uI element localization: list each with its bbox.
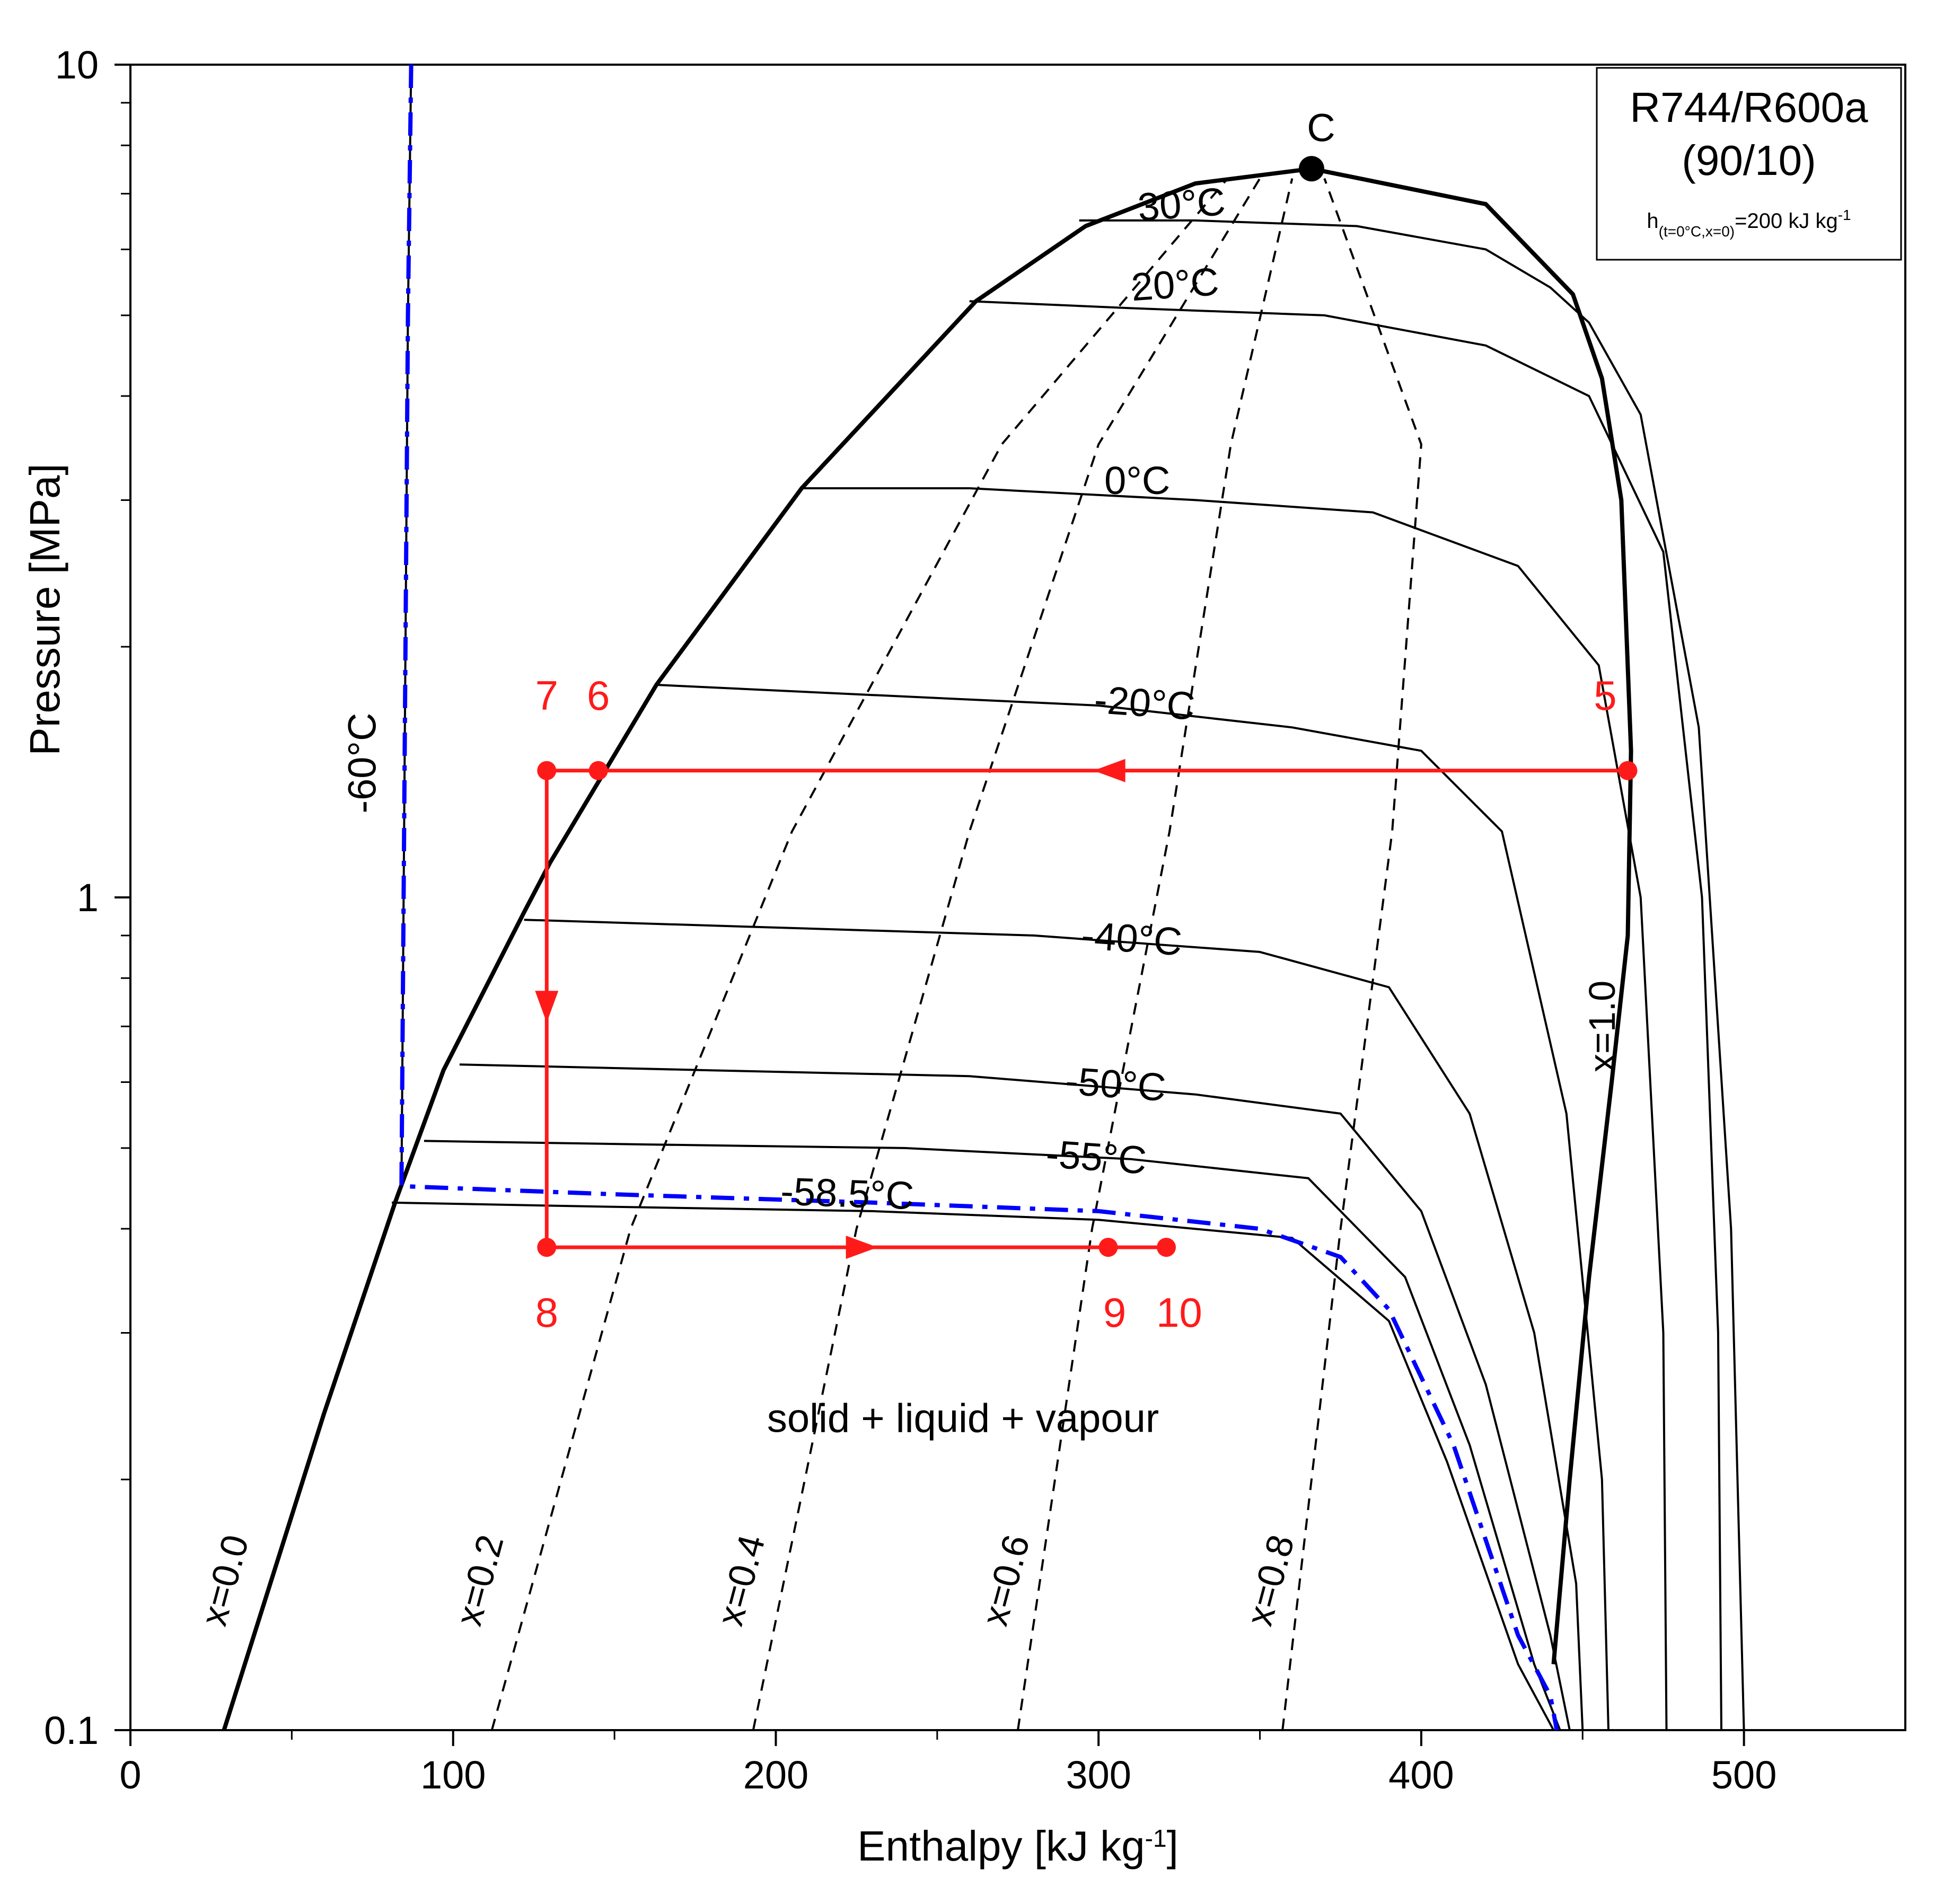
cycle-point-marker [1098, 1238, 1118, 1257]
x-tick-label: 300 [1066, 1753, 1131, 1797]
cycle-point-label: 10 [1156, 1289, 1202, 1336]
y-tick-label: 10 [55, 43, 99, 87]
legend: R744/R600a (90/10) h(t=0°C,x=0)=200 kJ k… [1596, 67, 1902, 261]
quality-label: x=0.6 [974, 1530, 1037, 1629]
cycle-arrow-7-8 [535, 991, 559, 1023]
isotherm-line [969, 300, 1722, 1731]
x-axis-ticks: 0 100 200 300 400 500 [119, 1730, 1776, 1797]
isotherm-label: -40°C [1080, 913, 1183, 964]
isotherm-line [459, 1063, 1571, 1731]
quality-line [490, 178, 1229, 1731]
y-tick-label: 0.1 [44, 1708, 99, 1752]
refrigeration-cycle [535, 759, 1638, 1259]
critical-point-marker [1298, 156, 1324, 182]
x-tick-label: 400 [1388, 1753, 1454, 1797]
x-tick-label: 200 [743, 1753, 808, 1797]
cycle-arrow-5-6 [1093, 759, 1125, 782]
quality-label: x=0.8 [1238, 1530, 1302, 1629]
isotherm-label-minus60: -60°C [340, 712, 384, 813]
cycle-point-label: 8 [535, 1289, 558, 1336]
legend-line-2: (90/10) [1682, 137, 1816, 184]
isotherm-label: -55°C [1044, 1132, 1148, 1183]
quality-label: x=0.2 [448, 1530, 512, 1629]
cycle-point-marker [1157, 1238, 1176, 1257]
cycle-point-label: 7 [535, 672, 558, 719]
solid-boundary-dashdot-line [399, 64, 1559, 1731]
isotherm-line-minus60 [400, 64, 412, 1186]
cycle-point-marker [588, 761, 608, 780]
y-axis-title: Pressure [MPa] [21, 463, 68, 755]
isotherm-line [802, 487, 1668, 1731]
cycle-arrow-8-9 [846, 1236, 878, 1259]
chart-labels: C 30°C 20°C 0°C -20°C -40°C -50°C -55°C -58.5°C -… [193, 105, 1623, 1630]
chart-curves [222, 64, 1745, 1731]
cycle-point-marker [1618, 761, 1638, 780]
quality-line [752, 178, 1261, 1731]
cycle-point-label: 5 [1594, 672, 1616, 719]
legend-line-1: R744/R600a [1630, 84, 1868, 131]
y-tick-label: 1 [77, 876, 99, 920]
plot-frame [129, 64, 1906, 1731]
isotherm-label: 30°C [1136, 179, 1227, 229]
isotherm-label: 0°C [1104, 459, 1170, 503]
cycle-point-marker [537, 761, 557, 780]
quality-label-x1: x=1.0 [1581, 981, 1623, 1072]
legend-box [1596, 67, 1902, 261]
region-label: solid + liquid + vapour [767, 1396, 1159, 1441]
critical-point-label: C [1307, 105, 1335, 149]
quality-line [1017, 178, 1294, 1731]
isotherm-line [524, 919, 1584, 1731]
x-tick-label: 500 [1711, 1753, 1776, 1797]
quality-label: x=0.0 [193, 1530, 257, 1629]
isotherm-label: 20°C [1130, 259, 1220, 309]
x-axis-title-sup: -1 [1145, 1824, 1167, 1852]
cycle-point-label: 9 [1103, 1289, 1126, 1336]
isotherm-line [392, 1201, 1555, 1731]
isotherm-label: -50°C [1064, 1059, 1167, 1109]
saturated-vapour-curve [1311, 166, 1633, 1664]
legend-line-3: h(t=0°C,x=0)=200 kJ kg-1 [1647, 207, 1851, 240]
isotherm-line [656, 684, 1609, 1731]
cycle-point-label: 6 [587, 672, 610, 719]
x-tick-label: 100 [420, 1753, 486, 1797]
isotherm-label: -58.5°C [780, 1169, 914, 1218]
x-tick-label: 0 [119, 1753, 141, 1797]
isotherm-line [424, 1140, 1561, 1731]
isotherm-line [1079, 219, 1745, 1731]
isotherm-label: -20°C [1093, 677, 1197, 728]
x-axis-title: Enthalpy [kJ kg-1] [857, 1822, 1178, 1870]
y-axis-ticks: 0.1 1 10 [44, 43, 130, 1752]
cycle-point-marker [537, 1238, 557, 1257]
quality-label: x=0.4 [709, 1530, 773, 1629]
quality-line [1281, 178, 1422, 1731]
